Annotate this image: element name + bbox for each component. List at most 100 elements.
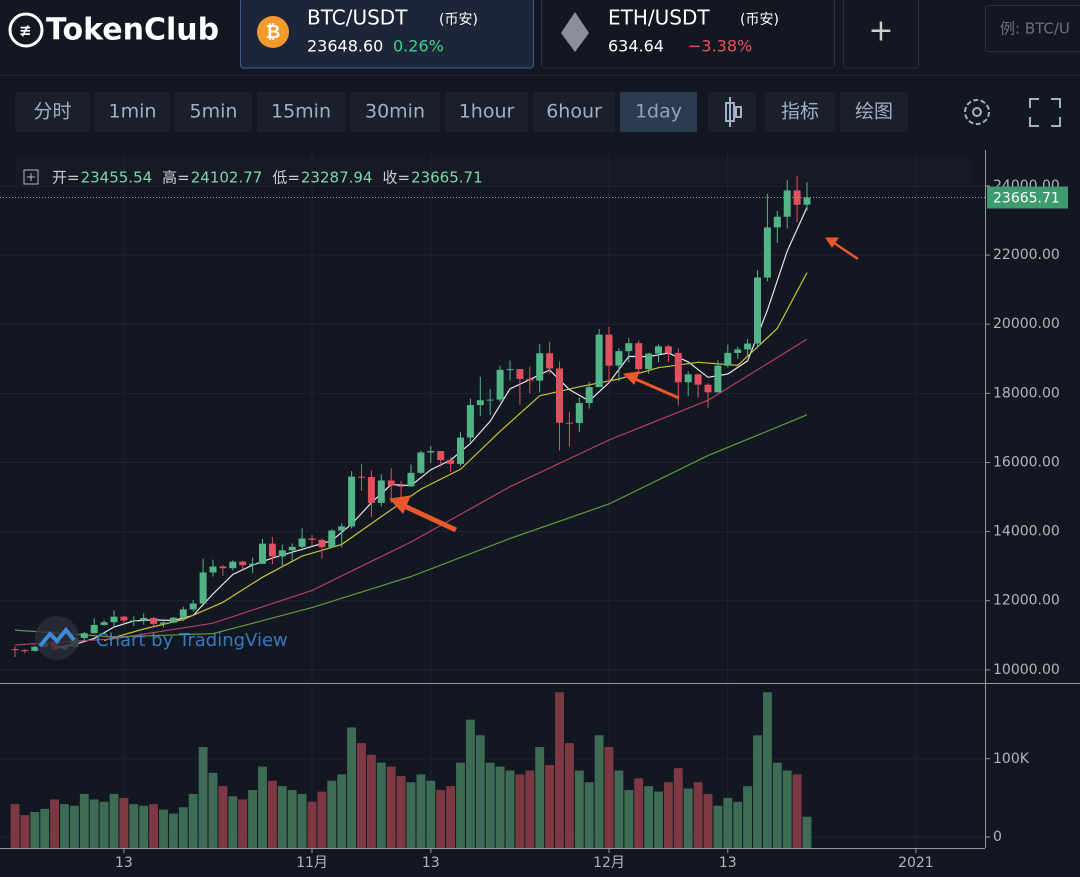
- tab-exchange: (币安): [740, 12, 779, 28]
- volume-bar: [79, 793, 89, 848]
- volume-bar: [267, 780, 277, 848]
- legend-value: 24102.77: [191, 169, 263, 187]
- interval-label: 1hour: [459, 101, 515, 123]
- volume-bar: [228, 796, 238, 848]
- tab-exchange: (币安): [439, 12, 478, 28]
- volume-bar: [376, 762, 386, 848]
- candle-body: [31, 646, 39, 651]
- tool-button[interactable]: [840, 92, 908, 132]
- candle-body: [635, 343, 643, 370]
- candle-body: [783, 190, 791, 217]
- interval-button[interactable]: [175, 92, 252, 132]
- interval-button[interactable]: [533, 92, 615, 132]
- interval-button[interactable]: [15, 92, 90, 132]
- candle-body: [328, 530, 336, 548]
- tool-button[interactable]: [765, 92, 835, 132]
- legend-toggle[interactable]: [23, 169, 39, 185]
- candle-body: [466, 405, 474, 438]
- candle-body: [694, 374, 702, 385]
- interval-button[interactable]: [620, 92, 697, 132]
- ma-line: [103, 272, 808, 641]
- candle-body: [506, 369, 514, 371]
- volume-bar: [703, 793, 713, 848]
- y-tick-label: 12000.00: [993, 593, 1060, 609]
- candle-body: [753, 277, 761, 344]
- y-tick-label: 16000.00: [993, 454, 1060, 470]
- candle-body: [150, 618, 158, 624]
- volume-bar: [545, 765, 555, 848]
- legend-value: 23455.54: [81, 169, 153, 187]
- candle-body: [793, 190, 801, 205]
- y-tick-label: 14000.00: [993, 524, 1060, 540]
- candle-body: [496, 369, 504, 400]
- volume-bar: [555, 692, 564, 848]
- tab-btc[interactable]: [240, 0, 534, 69]
- volume-bar: [584, 782, 594, 848]
- tab-eth[interactable]: [541, 0, 835, 69]
- candle-body: [308, 538, 316, 540]
- candle-body: [239, 561, 247, 566]
- candle-body: [21, 650, 29, 652]
- volume-bar: [149, 804, 159, 848]
- volume-bar: [614, 770, 624, 848]
- x-tick-label: 13: [115, 855, 133, 871]
- volume-bar: [119, 797, 129, 848]
- candle-body: [348, 476, 356, 527]
- fullscreen-icon[interactable]: [1029, 98, 1061, 127]
- volume-bar: [69, 805, 79, 848]
- legend-label: 收=: [382, 169, 410, 187]
- interval-button[interactable]: [95, 92, 170, 132]
- settings-icon[interactable]: [964, 99, 990, 125]
- candle-body: [258, 543, 266, 564]
- volume-bar: [456, 762, 465, 848]
- volume-bar: [654, 791, 663, 848]
- tool-label: 指标: [781, 101, 819, 123]
- volume-bar: [109, 793, 119, 848]
- interval-button[interactable]: [257, 92, 345, 132]
- logo-icon: [8, 12, 44, 48]
- arrowhead: [825, 237, 839, 248]
- candle-body: [773, 216, 781, 228]
- candle-body: [763, 227, 771, 278]
- search-placeholder: 例: BTC/U: [1000, 20, 1070, 38]
- interval-button[interactable]: [350, 92, 440, 132]
- candle-body: [110, 616, 118, 623]
- candle-body: [338, 526, 346, 531]
- candle-body: [100, 622, 108, 625]
- interval-button[interactable]: [445, 92, 528, 132]
- candle-body: [654, 346, 662, 354]
- volume-bar: [594, 735, 604, 848]
- volume-bar: [168, 813, 178, 848]
- tab-change: −3.38%: [688, 37, 752, 56]
- y-tick-label: 20000.00: [993, 316, 1060, 332]
- interval-label: 1day: [635, 101, 682, 123]
- candle-body: [575, 403, 583, 424]
- watermark-icon: [38, 626, 76, 648]
- btc-icon: [257, 16, 289, 48]
- volume-bar: [644, 786, 654, 848]
- volume-bar: [60, 804, 69, 848]
- y-tick-label: 18000.00: [993, 385, 1060, 401]
- candle-body: [664, 346, 672, 353]
- candle-body: [80, 633, 88, 639]
- candle-body: [744, 343, 752, 350]
- volume-bar: [159, 809, 168, 848]
- volume-bar: [792, 774, 802, 848]
- search-box[interactable]: [985, 5, 1080, 52]
- add-button[interactable]: +: [868, 14, 893, 49]
- chart-type-button[interactable]: [708, 92, 756, 132]
- y-tick-label: 10000.00: [993, 662, 1060, 678]
- tab-pair: ETH/USDT: [608, 6, 710, 30]
- add-tab[interactable]: [843, 0, 919, 69]
- volume-bar: [604, 747, 614, 848]
- volume-bar: [693, 782, 703, 848]
- volume-bar: [634, 778, 644, 848]
- legend-value: 23665.71: [411, 169, 483, 187]
- tab-price: 23648.60: [307, 37, 383, 56]
- x-tick-label: 11月: [296, 855, 328, 871]
- volume-bar: [366, 754, 376, 848]
- volume-tick-label: 100K: [993, 751, 1030, 767]
- volume-bar: [733, 801, 743, 848]
- volume-tick-label: 0: [993, 829, 1002, 845]
